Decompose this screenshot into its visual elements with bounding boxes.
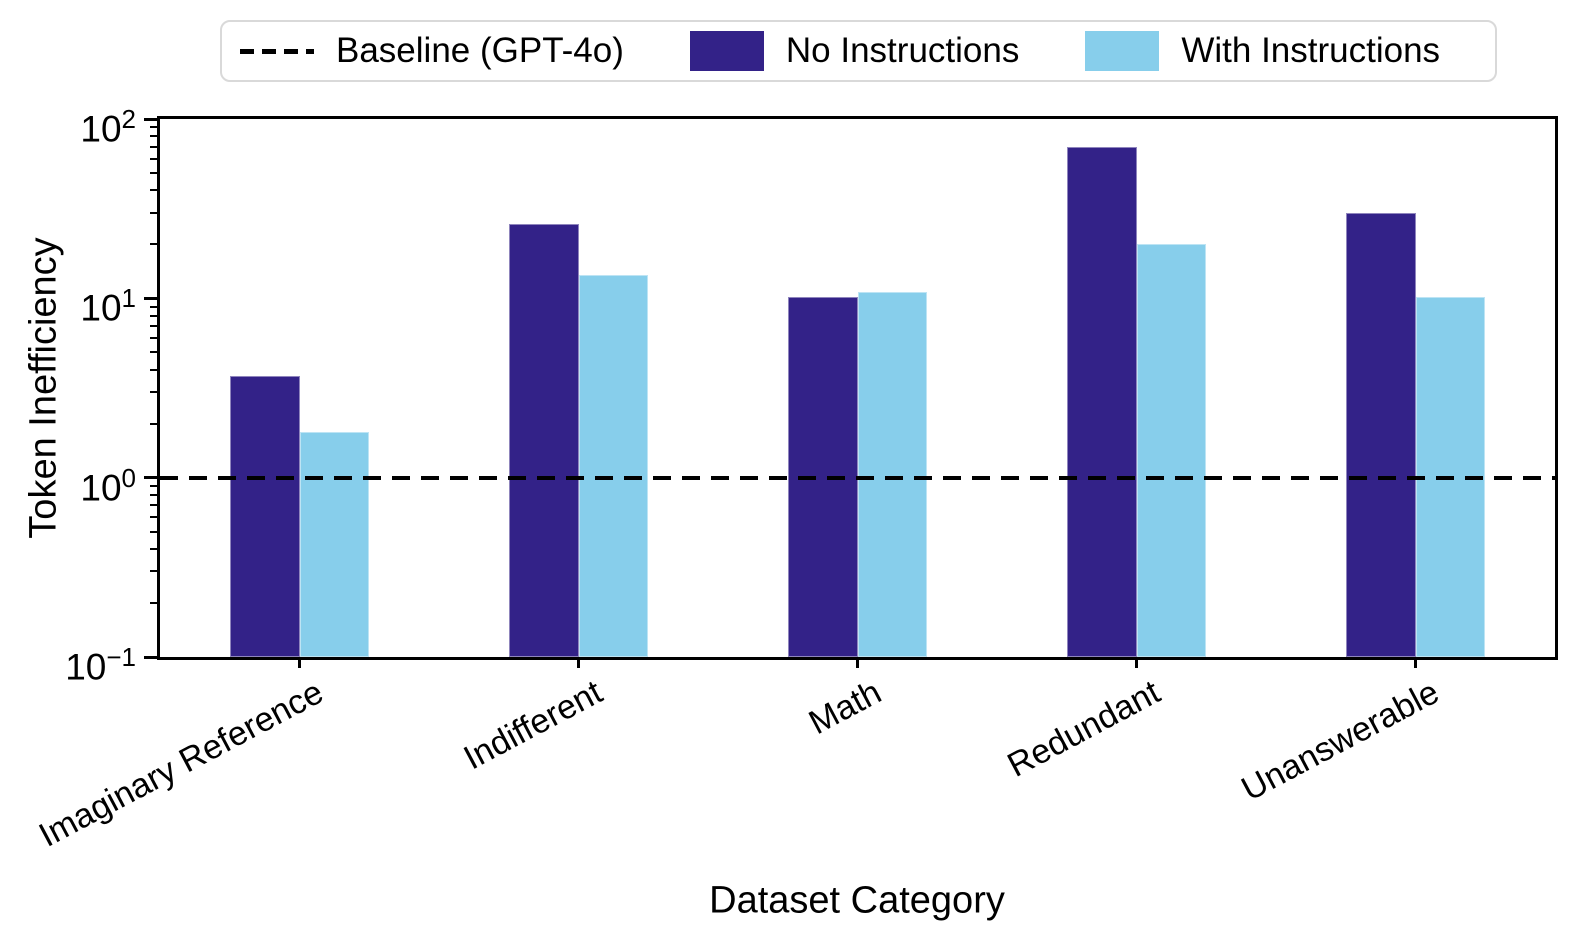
- y-minor-tick: [150, 157, 158, 160]
- legend-item-with-instructions: With Instructions: [1085, 31, 1440, 71]
- x-tick: [1414, 657, 1417, 668]
- y-minor-tick: [150, 602, 158, 604]
- bar-no-instructions-1: [508, 223, 579, 657]
- y-minor-tick: [150, 145, 158, 148]
- color-swatch-no-instructions: [689, 31, 764, 71]
- x-tick-label-math: Math: [802, 673, 888, 743]
- y-minor-tick: [150, 516, 158, 519]
- baseline-dashed-line-swatch: [240, 48, 314, 54]
- y-tick-label: 10−1: [65, 642, 136, 688]
- baseline-dashed-line: [160, 475, 1555, 480]
- x-tick-label-indifferent: Indifferent: [457, 673, 609, 778]
- legend-label-with-instructions: With Instructions: [1181, 31, 1441, 70]
- y-minor-tick: [150, 391, 158, 394]
- y-tick-label: 100: [80, 462, 136, 508]
- bar-with-instructions-1: [578, 274, 649, 657]
- x-tick-label-imaginary-reference: Imaginary Reference: [32, 673, 330, 855]
- y-minor-tick: [150, 530, 158, 533]
- x-tick: [856, 657, 859, 668]
- bar-with-instructions-3: [1136, 244, 1207, 657]
- legend-item-no-instructions: No Instructions: [689, 31, 1020, 71]
- y-minor-tick: [150, 305, 158, 308]
- x-tick: [577, 657, 580, 668]
- y-minor-tick: [150, 211, 158, 214]
- y-major-tick: [144, 655, 158, 659]
- legend-item-baseline: Baseline (GPT-4o): [240, 31, 624, 71]
- bar-no-instructions-3: [1066, 146, 1137, 657]
- bar-with-instructions-0: [299, 431, 370, 657]
- y-minor-tick: [150, 314, 158, 317]
- x-axis-label: Dataset Category: [709, 879, 1005, 922]
- y-minor-tick: [150, 368, 158, 371]
- y-minor-tick: [150, 570, 158, 573]
- y-minor-tick: [150, 548, 158, 551]
- y-minor-tick: [150, 351, 158, 354]
- y-minor-tick: [150, 126, 158, 129]
- y-minor-tick: [150, 243, 158, 246]
- y-major-tick: [144, 296, 158, 300]
- x-tick: [1135, 657, 1138, 668]
- bar-no-instructions-0: [229, 375, 300, 657]
- plot-area: [157, 116, 1558, 660]
- y-major-tick: [144, 476, 158, 480]
- y-minor-tick: [150, 422, 158, 425]
- y-minor-tick: [150, 337, 158, 340]
- color-swatch-with-instructions: [1085, 31, 1160, 71]
- x-tick-label-redundant: Redundant: [1001, 673, 1167, 785]
- plot-inner: [160, 119, 1555, 657]
- x-tick-label-unanswerable: Unanswerable: [1235, 673, 1446, 809]
- y-tick-label: 102: [80, 104, 136, 150]
- y-minor-tick: [150, 494, 158, 497]
- y-minor-tick: [150, 171, 158, 174]
- y-minor-tick: [150, 325, 158, 328]
- y-minor-tick: [150, 504, 158, 507]
- legend-label-no-instructions: No Instructions: [785, 31, 1020, 70]
- y-minor-tick: [150, 189, 158, 192]
- bar-with-instructions-2: [857, 292, 928, 657]
- legend: Baseline (GPT-4o) No Instructions With I…: [220, 20, 1497, 82]
- y-minor-tick: [150, 135, 158, 138]
- x-tick: [298, 657, 301, 668]
- bar-no-instructions-4: [1345, 212, 1416, 657]
- y-minor-tick: [150, 484, 158, 487]
- y-major-tick: [144, 117, 158, 121]
- y-tick-label: 101: [80, 283, 136, 329]
- legend-label-baseline: Baseline (GPT-4o): [336, 31, 624, 70]
